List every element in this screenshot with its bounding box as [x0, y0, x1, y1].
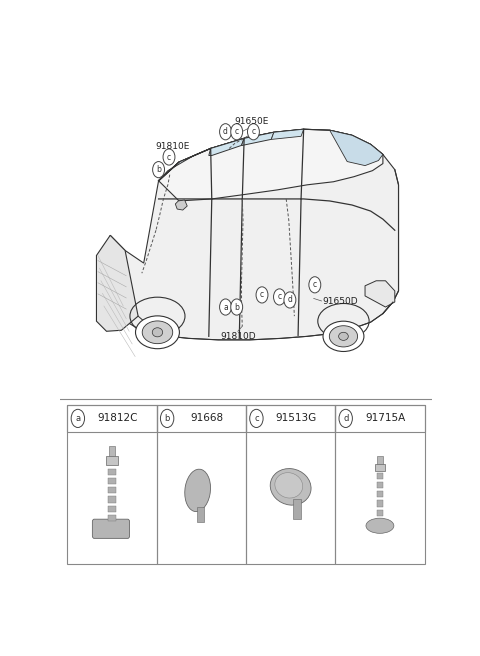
Text: 91650D: 91650D [322, 297, 358, 306]
Bar [108, 506, 116, 512]
Circle shape [274, 289, 286, 305]
Text: b: b [234, 302, 239, 312]
FancyBboxPatch shape [92, 519, 130, 539]
Text: d: d [288, 295, 292, 304]
Text: d: d [343, 414, 348, 423]
Circle shape [163, 149, 175, 165]
Circle shape [219, 299, 231, 315]
Circle shape [339, 409, 352, 428]
Polygon shape [158, 129, 383, 201]
Bar [377, 482, 383, 488]
Polygon shape [96, 236, 138, 331]
Bar [335, 405, 424, 564]
Ellipse shape [185, 469, 211, 512]
Ellipse shape [366, 518, 394, 533]
Bar [377, 491, 383, 497]
Ellipse shape [270, 468, 311, 505]
Circle shape [284, 292, 296, 308]
Polygon shape [209, 138, 244, 155]
Text: 91650E: 91650E [234, 117, 269, 126]
Bar [377, 455, 383, 464]
Circle shape [231, 124, 243, 140]
Polygon shape [271, 129, 304, 139]
Text: a: a [223, 302, 228, 312]
Bar [375, 464, 385, 471]
Bar [335, 405, 424, 432]
Ellipse shape [329, 326, 358, 347]
Circle shape [231, 299, 243, 315]
Polygon shape [330, 131, 383, 165]
Bar [108, 487, 116, 493]
Ellipse shape [142, 321, 173, 344]
Bar [377, 473, 383, 480]
Ellipse shape [275, 473, 303, 498]
Bar [67, 405, 156, 564]
Circle shape [160, 409, 174, 428]
Bar [156, 405, 246, 564]
Bar [377, 501, 383, 506]
Text: d: d [223, 127, 228, 136]
Text: 91513G: 91513G [276, 413, 317, 423]
Ellipse shape [135, 316, 180, 349]
Bar [156, 405, 246, 432]
Text: a: a [75, 414, 81, 423]
Text: c: c [260, 291, 264, 299]
Polygon shape [175, 200, 187, 210]
Text: c: c [277, 293, 282, 301]
Text: c: c [167, 152, 171, 161]
Bar [377, 510, 383, 516]
Bar [106, 456, 118, 465]
Text: c: c [252, 127, 255, 136]
Text: 91812C: 91812C [97, 413, 138, 423]
Text: b: b [156, 165, 161, 174]
Ellipse shape [338, 333, 348, 340]
Circle shape [309, 277, 321, 293]
Bar [197, 507, 204, 522]
Circle shape [153, 161, 165, 178]
Bar [108, 515, 116, 521]
Text: 91810E: 91810E [156, 142, 190, 151]
Text: c: c [254, 414, 259, 423]
Ellipse shape [323, 321, 364, 352]
Bar [108, 497, 116, 502]
Ellipse shape [152, 328, 163, 337]
Text: 91668: 91668 [191, 413, 224, 423]
Text: b: b [165, 414, 170, 423]
Circle shape [256, 287, 268, 303]
Text: 91715A: 91715A [365, 413, 406, 423]
Text: c: c [313, 280, 317, 289]
Bar [108, 478, 116, 484]
Circle shape [71, 409, 84, 428]
Polygon shape [158, 148, 211, 181]
Bar [67, 405, 156, 432]
Bar [109, 446, 115, 456]
Bar [246, 405, 335, 432]
Polygon shape [365, 281, 395, 307]
Polygon shape [241, 133, 274, 146]
Circle shape [219, 124, 231, 140]
Text: 91810D: 91810D [220, 333, 256, 341]
Text: c: c [235, 127, 239, 136]
Circle shape [250, 409, 263, 428]
Polygon shape [108, 129, 398, 340]
Bar [108, 469, 116, 475]
Circle shape [248, 124, 259, 140]
Bar [246, 405, 335, 564]
Bar [292, 499, 300, 519]
